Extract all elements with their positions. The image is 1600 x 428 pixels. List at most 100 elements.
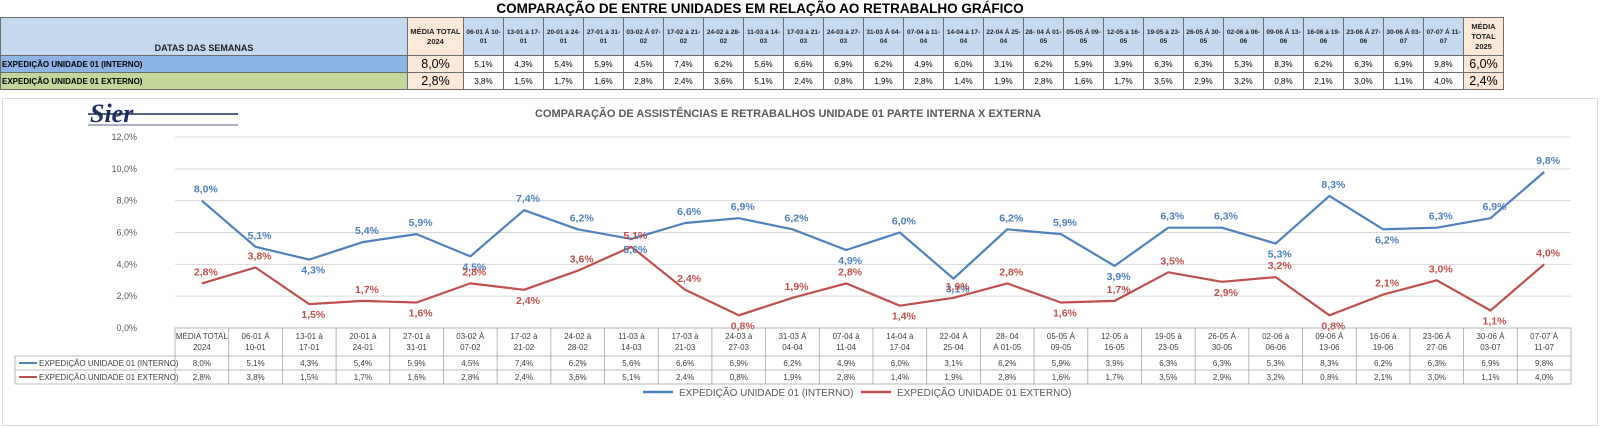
week-header: 20-01 à 24-01	[543, 17, 584, 56]
summary-cell: 1,4%	[943, 72, 984, 90]
week-header: 06-01 Á 10-01	[463, 17, 504, 56]
interno-data-label: 5,3%	[1268, 249, 1293, 261]
week-header: 13-01 à 17-01	[503, 17, 544, 56]
data-table-value: 2,9%	[1213, 373, 1231, 382]
interno-data-label: 9,8%	[1536, 155, 1561, 167]
summary-cell: 1,7%	[1103, 72, 1144, 90]
interno-data-label: 6,6%	[677, 206, 702, 218]
data-table-value: 5,1%	[246, 359, 264, 368]
line-chart: COMPARAÇÃO DE ASSISTÊNCIAS E RETRABALHOS…	[14, 107, 1572, 399]
week-header: 31-03 Á 04-04	[863, 17, 904, 56]
summary-cell: 6,0%	[943, 55, 984, 73]
externo-series-line	[201, 245, 1545, 317]
data-table-value: 2,1%	[1374, 373, 1392, 382]
summary-cell: 6,3%	[1343, 55, 1384, 73]
summary-cell: 4,0%	[1423, 72, 1464, 90]
summary-cell: 4,5%	[623, 55, 664, 73]
data-table-value: 6,6%	[676, 359, 694, 368]
interno-data-label: 6,2%	[570, 212, 595, 224]
summary-cell: 2,4%	[783, 72, 824, 90]
chart-panel: COMPARAÇÃO DE ASSISTÊNCIAS E RETRABALHOS…	[2, 98, 1598, 426]
data-table-value: 6,2%	[783, 359, 801, 368]
week-header: 27-01 à 31-01	[583, 17, 624, 56]
externo-data-label: 2,1%	[1375, 278, 1400, 290]
interno-data-label: 4,9%	[838, 255, 863, 267]
summary-cell: 4,9%	[903, 55, 944, 73]
data-table-value: 0,8%	[730, 373, 748, 382]
summary-cell: 1,5%	[503, 72, 544, 90]
externo-data-label: 1,5%	[301, 309, 326, 321]
interno-data-label: 6,9%	[731, 201, 756, 213]
summary-cell: 1,9%	[983, 72, 1024, 90]
externo-data-label: 3,2%	[1268, 260, 1293, 272]
externo-data-label: 1,9%	[946, 281, 971, 293]
data-table-value: 2,8%	[837, 373, 855, 382]
summary-cell: 0,8%	[823, 72, 864, 90]
x-category-label: 28- 04 Á 01-05	[993, 332, 1022, 352]
week-header: 07-07 Á 11-07	[1423, 17, 1464, 56]
week-header: 22-04 Á 25-04	[983, 17, 1024, 56]
interno-total-2024: 8,0%	[407, 55, 464, 73]
data-table-value: 7,4%	[515, 359, 533, 368]
data-table-value: 3,9%	[1105, 359, 1123, 368]
summary-cell: 3,0%	[1343, 72, 1384, 90]
data-table-value: 6,3%	[1428, 359, 1446, 368]
summary-cell: 7,4%	[663, 55, 704, 73]
y-tick-label: 10,0%	[111, 164, 137, 174]
data-table-value: 1,9%	[783, 373, 801, 382]
data-table-value: 8,0%	[193, 359, 211, 368]
interno-data-label: 6,2%	[784, 212, 809, 224]
externo-data-label: 1,7%	[1107, 284, 1132, 296]
data-table-value: 8,3%	[1320, 359, 1338, 368]
x-category-label: 09-06 Á 13-06	[1315, 332, 1344, 352]
interno-data-label: 6,0%	[892, 216, 917, 228]
externo-data-label: 3,6%	[570, 254, 595, 266]
externo-data-label: 1,6%	[409, 308, 434, 320]
summary-cell: 3,1%	[983, 55, 1024, 73]
x-category-label: 19-05 à 23-05	[1155, 332, 1183, 352]
externo-data-label: 2,8%	[194, 266, 219, 278]
summary-cell: 6,6%	[783, 55, 824, 73]
data-table-series-name: EXPEDIÇÃO UNIDADE 01 EXTERNO)	[39, 373, 179, 382]
x-category-label: 05-05 Á 09-05	[1047, 332, 1076, 352]
data-table-value: 6,3%	[1159, 359, 1177, 368]
data-table-value: 5,9%	[1052, 359, 1070, 368]
week-header: 09-06 Á 13-06	[1263, 17, 1304, 56]
data-table-value: 1,5%	[300, 373, 318, 382]
x-category-label: 02-06 à 06-06	[1262, 332, 1290, 352]
interno-data-label: 8,3%	[1321, 179, 1346, 191]
x-category-label: 31-03 Á 04-04	[778, 332, 807, 352]
interno-data-label: 8,0%	[194, 184, 219, 196]
summary-cell: 6,2%	[1023, 55, 1064, 73]
x-category-label: 22-04 Á 25-04	[940, 332, 969, 352]
data-table-value: 4,3%	[300, 359, 318, 368]
data-table-series-name: EXPEDIÇÃO UNIDADE 01 (INTERNO)	[39, 359, 179, 368]
x-category-label: MÉDIA TOTAL 2024	[176, 332, 229, 352]
summary-cell: 6,9%	[823, 55, 864, 73]
x-category-label: 07-07 Á 11-07	[1530, 332, 1559, 352]
data-table-value: 6,9%	[1481, 359, 1499, 368]
summary-cell: 3,9%	[1103, 55, 1144, 73]
data-table-value: 1,7%	[1105, 373, 1123, 382]
externo-data-label: 2,8%	[838, 266, 863, 278]
data-table-value: 2,8%	[998, 373, 1016, 382]
week-header: 24-02 à 28-02	[703, 17, 744, 56]
interno-series-line	[201, 171, 1545, 280]
chart-title: COMPARAÇÃO DE ASSISTÊNCIAS E RETRABALHOS…	[535, 107, 1041, 120]
externo-data-label: 1,7%	[355, 284, 380, 296]
summary-cell: 1,9%	[863, 72, 904, 90]
summary-cell: 3,8%	[463, 72, 504, 90]
week-header: 14-04 à 17-04	[943, 17, 984, 56]
interno-data-label: 3,1%	[946, 284, 971, 296]
summary-cell: 6,2%	[863, 55, 904, 73]
summary-cell: 3,2%	[1223, 72, 1264, 90]
interno-row: EXPEDIÇÃO UNIDADE 01 (INTERNO) 8,0% 5,1%…	[0, 55, 1504, 73]
externo-data-label: 2,4%	[516, 295, 541, 307]
data-table-value: 3,2%	[1267, 373, 1285, 382]
total-2024-header: MÉDIA TOTAL 2024	[407, 17, 464, 56]
summary-cell: 1,6%	[1063, 72, 1104, 90]
data-table-value: 2,4%	[515, 373, 533, 382]
interno-data-label: 7,4%	[516, 193, 541, 205]
interno-data-label: 6,9%	[1482, 201, 1507, 213]
summary-cell: 2,4%	[663, 72, 704, 90]
